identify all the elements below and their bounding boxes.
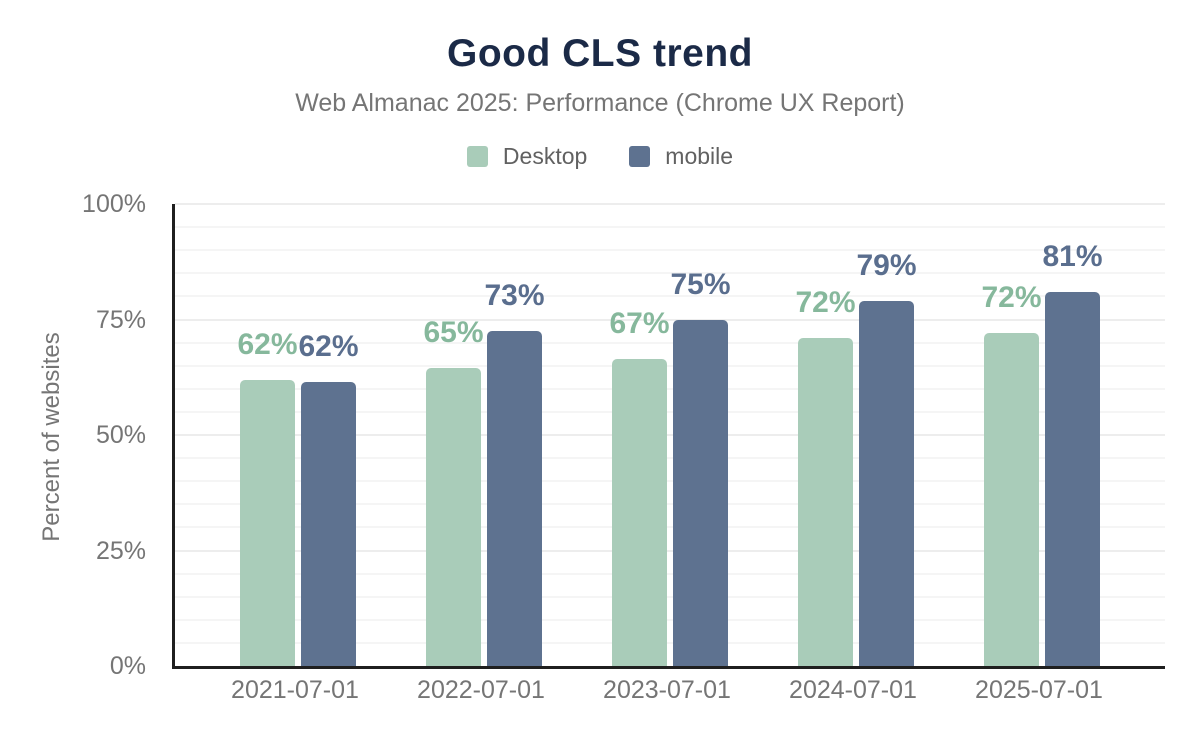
gridline-15 — [175, 595, 1165, 598]
bar-slot-desktop-2021-07-01: 62% — [237, 204, 298, 666]
bar-label-desktop-2021-07-01: 62% — [237, 327, 298, 361]
gridline-100 — [175, 203, 1165, 205]
gridline-60 — [175, 387, 1165, 390]
bar-desktop-2022-07-01 — [426, 368, 481, 666]
x-tick-label-2025-07-01: 2025-07-01 — [975, 676, 1103, 704]
bar-label-mobile-2024-07-01: 79% — [856, 249, 917, 283]
bar-label-desktop-2022-07-01: 65% — [423, 316, 484, 350]
bar-desktop-2025-07-01 — [984, 333, 1039, 666]
bar-label-desktop-2023-07-01: 67% — [609, 306, 670, 340]
gridline-20 — [175, 572, 1165, 575]
y-tick-label-25: 25% — [95, 536, 146, 565]
y-tick-label-0: 0% — [109, 652, 146, 680]
gridline-30 — [175, 526, 1165, 529]
x-tick-label-2022-07-01: 2022-07-01 — [417, 676, 545, 704]
bar-mobile-2022-07-01 — [487, 331, 542, 666]
bar-mobile-2023-07-01 — [673, 319, 728, 666]
bar-label-mobile-2023-07-01: 75% — [670, 267, 731, 301]
bar-slot-desktop-2024-07-01: 72% — [795, 204, 856, 666]
bar-slot-desktop-2025-07-01: 72% — [981, 204, 1042, 666]
legend-label-desktop: Desktop — [502, 143, 588, 169]
y-tick-label-50: 50% — [95, 421, 146, 449]
bar-slot-mobile-2021-07-01: 62% — [298, 204, 359, 666]
bar-mobile-2021-07-01 — [301, 382, 356, 666]
bar-label-mobile-2022-07-01: 73% — [484, 279, 545, 313]
gridline-95 — [175, 226, 1165, 229]
bar-label-mobile-2025-07-01: 81% — [1042, 239, 1103, 273]
x-tick-label-2023-07-01: 2023-07-01 — [603, 676, 731, 704]
gridline-50 — [175, 434, 1165, 436]
plot-area: 62% 62% 65% 73% 67% 75% 72% 79% 72% 81% — [172, 203, 1165, 669]
bar-label-mobile-2021-07-01: 62% — [298, 330, 359, 364]
gridline-25 — [175, 549, 1165, 552]
bar-desktop-2021-07-01 — [240, 379, 295, 666]
y-tick-label-100: 100% — [82, 190, 146, 218]
gridline-55 — [175, 410, 1165, 413]
gridline-65 — [175, 364, 1165, 367]
gridline-70 — [175, 341, 1165, 344]
bar-group-2023-07-01: 67% 75% — [577, 204, 763, 666]
legend: Desktop mobile — [0, 143, 1200, 170]
bar-slot-desktop-2022-07-01: 65% — [423, 204, 484, 666]
gridline-40 — [175, 480, 1165, 483]
bar-mobile-2024-07-01 — [859, 301, 914, 666]
gridline-85 — [175, 272, 1165, 275]
bar-slot-mobile-2025-07-01: 81% — [1042, 204, 1103, 666]
legend-item-mobile: mobile — [629, 143, 733, 170]
bar-slot-mobile-2023-07-01: 75% — [670, 204, 731, 666]
chart-title: Good CLS trend — [447, 32, 753, 75]
bar-group-2025-07-01: 72% 81% — [949, 204, 1135, 666]
bar-group-2021-07-01: 62% 62% — [205, 204, 391, 666]
bar-group-2024-07-01: 72% 79% — [763, 204, 949, 666]
x-axis-ticks: 2021-07-01 2022-07-01 2023-07-01 2024-07-01… — [172, 676, 1162, 705]
bars-row: 62% 62% 65% 73% 67% 75% 72% 79% 72% 81% — [175, 204, 1165, 666]
bar-slot-desktop-2023-07-01: 67% — [609, 204, 670, 666]
y-tick-label-75: 75% — [95, 305, 146, 334]
gridline-10 — [175, 618, 1165, 621]
chart-subtitle: Web Almanac 2025: Performance (Chrome UX… — [295, 89, 905, 117]
gridline-5 — [175, 641, 1165, 644]
bar-label-desktop-2025-07-01: 72% — [981, 281, 1042, 315]
legend-swatch-mobile — [629, 146, 651, 167]
gridline-75 — [175, 318, 1165, 321]
bar-desktop-2023-07-01 — [612, 358, 667, 666]
bar-label-desktop-2024-07-01: 72% — [795, 285, 856, 319]
gridline-35 — [175, 503, 1165, 506]
legend-item-desktop: Desktop — [466, 143, 588, 170]
bar-slot-mobile-2022-07-01: 73% — [484, 204, 545, 666]
legend-swatch-desktop — [466, 146, 488, 167]
gridline-80 — [175, 295, 1165, 298]
x-tick-label-2021-07-01: 2021-07-01 — [231, 676, 359, 704]
gridline-45 — [175, 457, 1165, 460]
bar-group-2022-07-01: 65% 73% — [391, 204, 577, 666]
y-axis-ticks: 0% 25% 50% 75% 100% — [0, 190, 158, 680]
legend-label-mobile: mobile — [665, 143, 734, 169]
bar-desktop-2024-07-01 — [798, 337, 853, 666]
gridline-90 — [175, 249, 1165, 252]
bar-slot-mobile-2024-07-01: 79% — [856, 204, 917, 666]
bar-mobile-2025-07-01 — [1045, 291, 1100, 666]
x-tick-label-2024-07-01: 2024-07-01 — [789, 676, 917, 704]
